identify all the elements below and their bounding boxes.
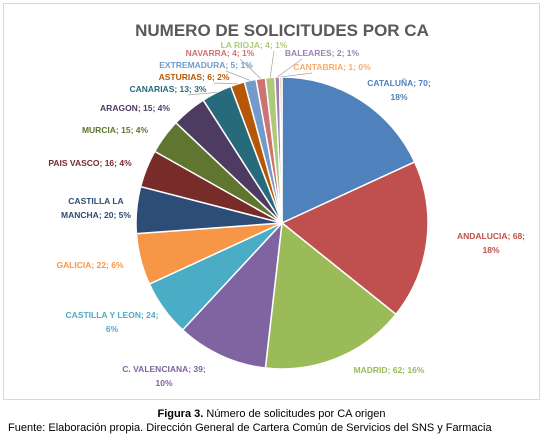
slice-label-navarra: NAVARRA; 4; 1% <box>186 48 255 58</box>
slice-label-baleares: BALEARES; 2; 1% <box>285 48 360 58</box>
slice-label-la-rioja: LA RIOJA; 4; 1% <box>221 40 288 50</box>
pie-slice-madrid <box>264 221 397 370</box>
slice-label-madrid: MADRID; 62; 16% <box>354 365 425 375</box>
slice-label-c-valenciana: C. VALENCIANA; 39; 10% <box>122 364 206 388</box>
slice-labels: CATALUÑA; 70; 18% ANDALUCIA; 68; 18% MADRID;… <box>48 40 525 388</box>
slice-label-castilla-y-leon: CASTILLA Y LEON; 24; 6% <box>66 310 159 334</box>
source-caption: Fuente: Elaboración propia. Dirección Ge… <box>8 422 492 434</box>
leader-line <box>280 72 313 78</box>
figure-text: Número de solicitudes por CA origen <box>203 408 386 420</box>
chart-frame: NUMERO DE SOLICITUDES POR CA CATALUÑA; 7… <box>3 3 540 400</box>
leader-line <box>187 92 217 96</box>
slice-label-cantabria: CANTABRIA; 1; 0% <box>293 62 371 72</box>
leader-lines <box>187 50 313 96</box>
slice-label-castilla-la-mancha: CASTILLA LA MANCHA; 20; 5% <box>61 196 131 220</box>
chart-title: NUMERO DE SOLICITUDES POR CA <box>135 21 429 40</box>
slice-label-andalucia: ANDALUCIA; 68; 18% <box>457 231 525 255</box>
pie-chart: NUMERO DE SOLICITUDES POR CA CATALUÑA; 7… <box>48 21 525 388</box>
pie-slice-c-valenciana <box>181 220 284 369</box>
slice-label-asturias: ASTURIAS; 6; 2% <box>159 72 230 82</box>
figure-caption: Figura 3. Número de solicitudes por CA o… <box>0 408 543 420</box>
pie-slice-cataluña <box>281 76 416 225</box>
slice-label-extremadura: EXTREMADURA; 5; 1% <box>159 60 253 70</box>
figure-label: Figura 3. <box>157 408 204 420</box>
pie-slice-andalucia <box>280 160 429 316</box>
pie-slices <box>135 76 429 370</box>
slice-label-canarias: CANARIAS; 13; 3% <box>130 84 207 94</box>
slice-label-pais-vasco: PAIS VASCO; 16; 4% <box>48 158 132 168</box>
leader-line <box>225 70 251 81</box>
leader-line <box>269 50 275 78</box>
leader-line <box>277 58 303 78</box>
leader-line <box>213 82 238 85</box>
slice-label-aragon: ARAGON; 15; 4% <box>100 103 170 113</box>
slice-label-galicia: GALICIA; 22; 6% <box>56 260 124 270</box>
slice-label-murcia: MURCIA; 15; 4% <box>82 125 149 135</box>
slice-label-cataluña: CATALUÑA; 70; 18% <box>367 78 431 102</box>
leader-line <box>239 58 261 79</box>
